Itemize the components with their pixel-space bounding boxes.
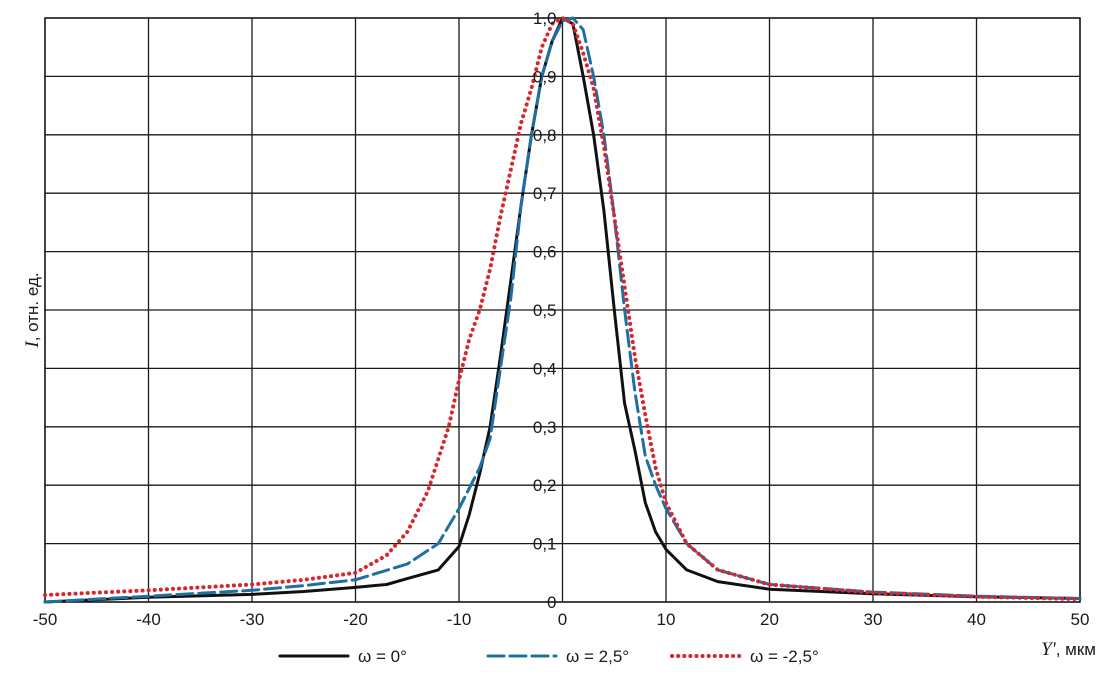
y-tick-label: 0,2 bbox=[533, 476, 557, 495]
y-tick-label: 0,4 bbox=[533, 359, 557, 378]
y-tick-label: 0,8 bbox=[533, 126, 557, 145]
y-tick-labels: 0 0,1 0,2 0,3 0,4 0,5 0,6 0,7 0,8 0,9 1,0 bbox=[533, 9, 557, 612]
legend-label-1: ω = 0° bbox=[358, 647, 407, 666]
x-tick-label: 10 bbox=[657, 610, 676, 629]
y-axis-label: I, отн. ед. bbox=[22, 272, 43, 348]
x-tick-label: -10 bbox=[447, 610, 472, 629]
series-line-3 bbox=[43, 16, 1082, 602]
y-axis-units: , отн. ед. bbox=[23, 272, 42, 341]
x-tick-label: 0 bbox=[558, 610, 567, 629]
x-axis-symbol: Y' bbox=[1041, 639, 1057, 660]
y-tick-label: 0,9 bbox=[533, 67, 557, 86]
y-tick-label: 0,3 bbox=[533, 418, 557, 437]
x-tick-label: 20 bbox=[760, 610, 779, 629]
x-tick-labels: -50 -40 -30 -20 -10 0 10 20 30 40 50 bbox=[33, 610, 1090, 629]
x-tick-label: 50 bbox=[1071, 610, 1090, 629]
x-tick-label: 30 bbox=[864, 610, 883, 629]
x-axis-units: , мкм bbox=[1056, 640, 1096, 659]
x-tick-label: -50 bbox=[33, 610, 58, 629]
x-tick-label: -20 bbox=[343, 610, 368, 629]
y-tick-label: 0,1 bbox=[533, 535, 557, 554]
series-group bbox=[43, 16, 1082, 604]
legend-label-2: ω = 2,5° bbox=[566, 647, 629, 666]
legend: ω = 0° ω = 2,5° ω = -2,5° bbox=[278, 647, 819, 666]
y-tick-label: 0,6 bbox=[533, 243, 557, 262]
x-tick-label: -40 bbox=[136, 610, 161, 629]
x-tick-label: 40 bbox=[967, 610, 986, 629]
y-tick-label: 0 bbox=[547, 593, 556, 612]
y-axis-symbol: I bbox=[22, 340, 43, 349]
y-tick-label: 0,7 bbox=[533, 184, 557, 203]
x-tick-label: -30 bbox=[240, 610, 265, 629]
series-line-1 bbox=[43, 16, 1082, 604]
y-tick-label: 0,5 bbox=[533, 301, 557, 320]
y-tick-label: 1,0 bbox=[533, 9, 557, 28]
x-axis-label: Y', мкм bbox=[1041, 639, 1096, 660]
legend-label-3: ω = -2,5° bbox=[750, 647, 819, 666]
